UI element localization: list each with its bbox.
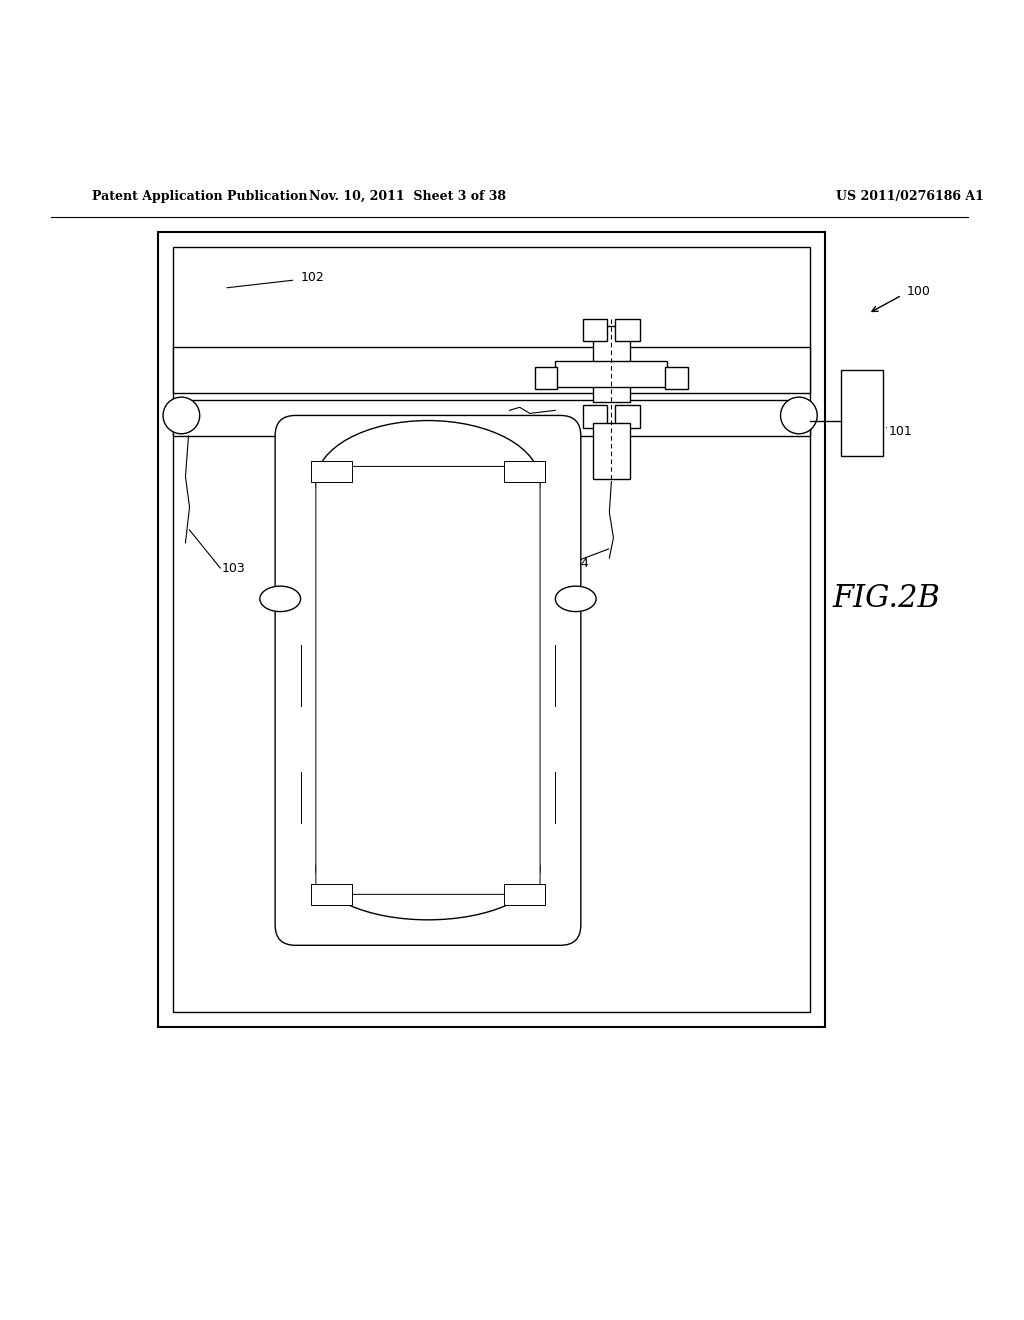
- Text: Patent Application Publication: Patent Application Publication: [92, 190, 307, 203]
- FancyBboxPatch shape: [326, 564, 529, 680]
- Bar: [173, 400, 810, 436]
- Text: Nov. 10, 2011  Sheet 3 of 38: Nov. 10, 2011 Sheet 3 of 38: [309, 190, 506, 203]
- Bar: [535, 367, 557, 389]
- Bar: [173, 347, 810, 393]
- Circle shape: [780, 397, 817, 434]
- Bar: [158, 232, 825, 1027]
- Bar: [666, 367, 688, 389]
- Bar: [311, 884, 351, 904]
- Ellipse shape: [315, 818, 540, 920]
- Text: 104: 104: [565, 557, 589, 570]
- Bar: [583, 405, 607, 428]
- Text: 107: 107: [469, 404, 493, 417]
- Text: 108: 108: [275, 879, 299, 892]
- FancyBboxPatch shape: [331, 496, 524, 589]
- Text: 100: 100: [907, 285, 931, 297]
- FancyBboxPatch shape: [275, 416, 581, 945]
- Bar: [593, 422, 630, 479]
- Bar: [583, 318, 607, 341]
- Bar: [841, 370, 884, 457]
- Text: 103: 103: [222, 562, 246, 574]
- Circle shape: [163, 397, 200, 434]
- Text: 102: 102: [301, 272, 325, 284]
- Bar: [615, 405, 640, 428]
- Bar: [615, 318, 640, 341]
- Bar: [505, 884, 545, 904]
- Bar: [173, 247, 810, 1011]
- FancyBboxPatch shape: [331, 676, 524, 767]
- FancyBboxPatch shape: [315, 466, 540, 895]
- Text: 101: 101: [889, 425, 912, 438]
- Bar: [555, 362, 668, 387]
- Ellipse shape: [260, 586, 301, 611]
- Ellipse shape: [315, 421, 540, 543]
- Bar: [311, 461, 351, 482]
- Bar: [505, 461, 545, 482]
- Text: FIG.2B: FIG.2B: [833, 583, 940, 614]
- Text: US 2011/0276186 A1: US 2011/0276186 A1: [836, 190, 983, 203]
- Ellipse shape: [555, 586, 596, 611]
- Bar: [593, 326, 630, 403]
